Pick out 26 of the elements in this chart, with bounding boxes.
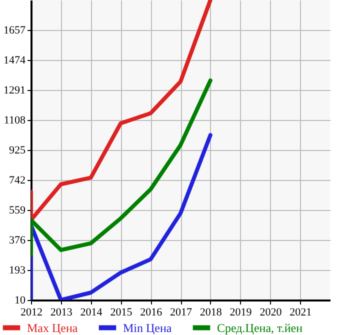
y-tick-label: 10 [14,294,26,306]
x-tick-label: 2016 [140,306,163,318]
y-tick-label: 1657 [4,24,26,36]
y-tick-label: 742 [9,174,26,186]
y-tick-label: 1108 [4,114,26,126]
x-tick-label: 2014 [80,306,103,318]
y-tick-label: 376 [9,234,26,246]
x-tick-label: 2019 [230,306,252,318]
x-tick-label: 2017 [170,306,192,318]
legend-label: Min Цена [123,320,172,335]
x-tick-label: 2012 [20,306,42,318]
x-tick-label: 2020 [260,306,282,318]
x-tick-label: 2018 [200,306,222,318]
y-tick-label: 193 [9,264,26,276]
y-tick-label: 925 [9,144,26,156]
x-tick-label: 2013 [50,306,73,318]
y-tick-label: 559 [9,204,26,216]
x-tick-label: 2021 [290,306,312,318]
y-tick-label: 1474 [4,54,26,66]
line-series [31,0,212,222]
line-series [31,78,212,257]
x-tick-label: 2015 [110,306,133,318]
legend-label: Max Цена [27,320,78,335]
y-tick-label: 1291 [4,84,26,96]
line-series [31,133,212,300]
legend-label: Сред.Цена, т.йен [217,320,304,335]
